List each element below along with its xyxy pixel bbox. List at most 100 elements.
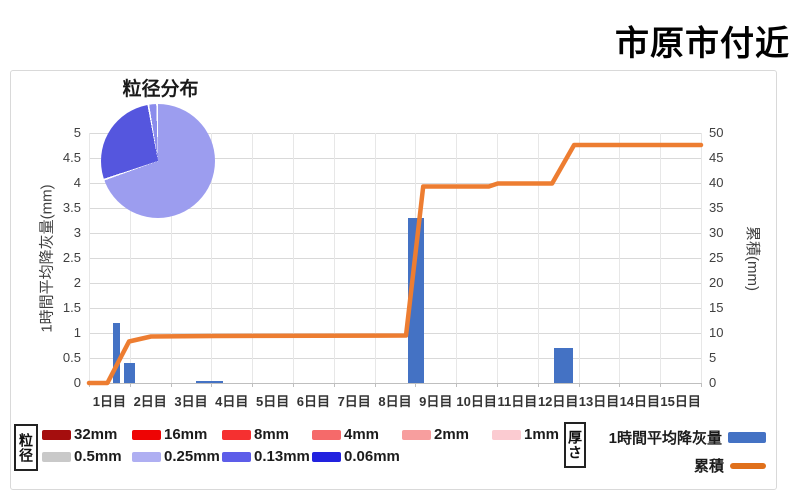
- x-axis-tick: [415, 383, 417, 387]
- x-axis-label: 6日目: [296, 394, 330, 409]
- gridline-horizontal: [89, 183, 701, 184]
- grain-size-legend-item: 8mm: [222, 426, 312, 443]
- grain-size-legend-item: 4mm: [312, 426, 402, 443]
- x-axis-label: 12日目: [537, 394, 579, 409]
- grain-size-legend-item: 0.13mm: [222, 448, 312, 465]
- gridline-horizontal: [89, 283, 701, 284]
- thickness-legend-box: 厚さ: [564, 422, 586, 468]
- grain-size-swatch: [492, 429, 521, 440]
- x-axis-label: 5日目: [255, 394, 290, 409]
- plot-area: [86, 133, 704, 387]
- bar-series-label: 1時間平均降灰量: [608, 430, 722, 447]
- right-axis-tick-label: 15: [709, 300, 724, 315]
- x-axis-tick: [374, 383, 376, 387]
- x-axis-label: 3日目: [174, 394, 208, 409]
- grain-size-swatch: [312, 451, 341, 462]
- grain-size-swatch: [312, 429, 341, 440]
- grain-size-swatch: [222, 451, 251, 462]
- grain-size-swatch: [132, 451, 161, 462]
- left-axis-tick-label: 2.5: [62, 250, 81, 265]
- grain-size-swatch: [222, 429, 251, 440]
- x-axis-label: 13日目: [578, 394, 620, 409]
- gridline-horizontal: [89, 308, 701, 309]
- right-axis-tick-label: 50: [709, 125, 724, 140]
- left-axis-tick-label: 1: [73, 325, 81, 340]
- left-axis-tick-label: 4: [73, 175, 81, 190]
- gridline-vertical: [211, 133, 213, 383]
- left-axis-tick-label: 0: [73, 375, 81, 390]
- gridline-vertical: [537, 133, 539, 383]
- right-axis-tick-label: 20: [709, 275, 724, 290]
- x-axis-tick: [578, 383, 580, 387]
- gridline-vertical: [89, 133, 90, 383]
- line-series-label: 累積: [693, 458, 724, 475]
- grain-size-label: 32mm: [74, 426, 118, 443]
- left-axis-tick-label: 2: [73, 275, 81, 290]
- gridline-vertical: [252, 133, 254, 383]
- gridline-vertical: [456, 133, 458, 383]
- grain-size-legend-box: 粒径: [14, 424, 38, 471]
- grain-size-label: 0.13mm: [254, 448, 310, 465]
- right-axis-tick-label: 0: [709, 375, 717, 390]
- x-axis-tick: [497, 383, 498, 387]
- grain-size-legend-item: 1mm: [492, 426, 582, 443]
- grain-size-legend-item: 2mm: [402, 426, 492, 443]
- x-axis-tick: [537, 383, 539, 387]
- x-axis-label: 7日目: [337, 394, 371, 409]
- gridline-horizontal: [89, 233, 701, 234]
- x-axis-tick: [660, 383, 662, 387]
- gridline-vertical: [497, 133, 498, 383]
- gridline-horizontal: [89, 158, 701, 159]
- grain-size-label: 0.5mm: [74, 448, 122, 465]
- x-axis-label: 2日目: [133, 394, 167, 409]
- right-axis-tick-label: 35: [709, 200, 724, 215]
- gridline-vertical: [701, 133, 702, 383]
- x-axis-label: 14日目: [619, 394, 661, 409]
- left-axis-tick-label: 1.5: [62, 300, 81, 315]
- right-axis-tick-label: 40: [709, 175, 724, 190]
- right-axis-tick-label: 30: [709, 225, 724, 240]
- pie-title: 粒径分布: [122, 79, 199, 100]
- left-axis-tick-label: 3: [73, 225, 81, 240]
- gridline-vertical: [129, 133, 131, 383]
- hourly-ashfall-bar: [113, 323, 120, 383]
- left-axis-tick-label: 4.5: [62, 150, 81, 165]
- grain-size-legend-row-1: 32mm 16mm 8mm 4mm 2mm 1mm: [42, 426, 582, 443]
- grain-size-legend-item: 32mm: [42, 426, 132, 443]
- x-axis-label: 15日目: [660, 394, 701, 409]
- grain-size-label: 0.06mm: [344, 448, 400, 465]
- hourly-ashfall-bar: [195, 381, 223, 383]
- x-axis-tick: [333, 383, 335, 387]
- grain-size-label: 8mm: [254, 426, 290, 443]
- thickness-legend: 1時間平均降灰量 累積: [591, 427, 766, 483]
- line-series-legend-item: 累積: [591, 455, 766, 476]
- grain-size-legend-item: 16mm: [132, 426, 222, 443]
- grain-size-label: 2mm: [434, 426, 470, 443]
- grain-size-legend-item: 0.25mm: [132, 448, 222, 465]
- gridline-horizontal: [89, 258, 701, 259]
- gridline-vertical: [293, 133, 294, 383]
- x-axis-line: [89, 383, 701, 384]
- left-axis-tick-label: 3.5: [62, 200, 81, 215]
- bar-series-legend-item: 1時間平均降灰量: [591, 427, 766, 448]
- x-axis-label: 4日目: [215, 394, 249, 409]
- grain-size-label: 4mm: [344, 426, 380, 443]
- x-axis-tick: [129, 383, 131, 387]
- x-axis-label: 1日目: [92, 394, 126, 409]
- gridline-vertical: [374, 133, 376, 383]
- right-axis-tick-label: 45: [709, 150, 724, 165]
- x-axis-tick: [170, 383, 172, 387]
- grain-size-swatch: [402, 429, 431, 440]
- grain-size-swatch: [42, 429, 71, 440]
- gridline-vertical: [170, 133, 172, 383]
- gridline-horizontal: [89, 133, 701, 134]
- hourly-ashfall-bar: [408, 218, 424, 383]
- line-series-swatch: [730, 462, 766, 469]
- hourly-ashfall-bar: [554, 348, 574, 383]
- grain-size-swatch: [132, 429, 161, 440]
- x-axis-tick: [252, 383, 254, 387]
- x-axis-tick: [619, 383, 621, 387]
- cumulative-line: [86, 142, 704, 386]
- grain-size-label: 16mm: [164, 426, 208, 443]
- grain-size-legend-item: 0.5mm: [42, 448, 132, 465]
